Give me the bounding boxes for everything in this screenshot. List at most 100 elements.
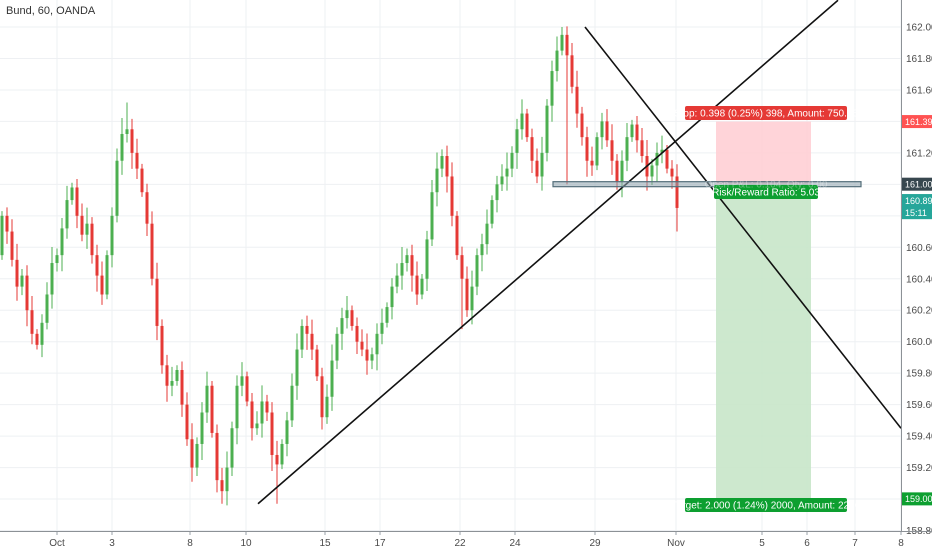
candle-body bbox=[15, 259, 19, 287]
candle bbox=[210, 381, 214, 438]
candle bbox=[570, 43, 574, 94]
candle-body bbox=[110, 215, 114, 256]
candle-body bbox=[355, 325, 359, 342]
candle bbox=[135, 138, 139, 179]
candle bbox=[435, 152, 439, 207]
countdown-price-tag: 15:11 bbox=[902, 206, 932, 220]
candle-body bbox=[370, 354, 374, 361]
candle-body bbox=[475, 255, 479, 287]
candle-body bbox=[165, 365, 169, 386]
candle bbox=[90, 217, 94, 264]
short-position-tool[interactable] bbox=[716, 121, 811, 499]
candle bbox=[365, 333, 369, 375]
candle bbox=[440, 149, 444, 178]
trendlines[interactable] bbox=[257, 0, 902, 505]
entry-line-group[interactable] bbox=[552, 181, 862, 188]
candle-body bbox=[420, 278, 424, 295]
candle-body bbox=[155, 278, 159, 326]
position-labels: Stop: 0.398 (0.25%) 398, Amount: 750.06 T… bbox=[672, 106, 861, 512]
candle bbox=[260, 385, 264, 438]
candle-body bbox=[90, 223, 94, 256]
target-zone[interactable] bbox=[716, 184, 811, 499]
candle-body bbox=[75, 187, 79, 216]
candle-body bbox=[595, 137, 599, 166]
candle bbox=[600, 112, 604, 150]
x-tick-label: 3 bbox=[109, 538, 115, 549]
candle bbox=[30, 296, 34, 345]
candle-body bbox=[0, 215, 4, 256]
candle bbox=[170, 366, 174, 397]
candle-body bbox=[250, 401, 254, 429]
candle bbox=[150, 211, 154, 286]
target-label-text: Target: 2.000 (1.24%) 2000, Amount: 2256 bbox=[672, 501, 861, 512]
candle bbox=[35, 329, 39, 350]
candle-body bbox=[240, 376, 244, 386]
candle bbox=[140, 163, 144, 197]
candle-body bbox=[105, 255, 109, 295]
candle bbox=[650, 158, 654, 185]
candle-body bbox=[390, 286, 394, 308]
x-tick-label: 17 bbox=[374, 538, 386, 549]
candle-body bbox=[415, 275, 419, 295]
candle bbox=[75, 178, 79, 229]
candle bbox=[270, 402, 274, 472]
candle bbox=[315, 344, 319, 382]
candle-body bbox=[480, 244, 484, 256]
candle-body bbox=[575, 86, 579, 114]
time-axis[interactable]: Oct 3 8 10 15 17 22 24 29 Nov 5 6 7 8 bbox=[0, 531, 932, 549]
candle bbox=[240, 362, 244, 397]
y-tick-label: 160.400 bbox=[906, 274, 932, 285]
candle bbox=[480, 233, 484, 272]
candle-body bbox=[455, 215, 459, 256]
x-tick-label: Nov bbox=[667, 538, 685, 549]
candle-body bbox=[320, 376, 324, 418]
candle bbox=[15, 243, 19, 301]
candle-body bbox=[40, 322, 44, 345]
candle bbox=[400, 246, 404, 290]
candle bbox=[605, 109, 609, 147]
candle-body bbox=[190, 439, 194, 468]
candle-body bbox=[45, 294, 49, 323]
candle-body bbox=[195, 443, 199, 468]
candle bbox=[620, 150, 624, 198]
candle bbox=[425, 230, 429, 292]
candle bbox=[225, 451, 229, 506]
falling-trendline[interactable] bbox=[584, 26, 902, 429]
y-tick-label: 162.000 bbox=[906, 23, 932, 34]
candle bbox=[585, 126, 589, 177]
candle bbox=[60, 218, 64, 272]
candle-body bbox=[5, 215, 9, 232]
rising-trendline[interactable] bbox=[257, 0, 839, 505]
candle bbox=[120, 117, 124, 175]
candle bbox=[285, 411, 289, 457]
candle-body bbox=[640, 140, 644, 157]
candle bbox=[485, 209, 489, 255]
candle-body bbox=[100, 275, 104, 295]
candle-body bbox=[460, 255, 464, 279]
candle-body bbox=[315, 349, 319, 377]
candle bbox=[65, 185, 69, 239]
candle bbox=[180, 361, 184, 417]
candle bbox=[470, 270, 474, 325]
candle bbox=[85, 207, 89, 249]
price-axis[interactable]: 158.800159.200159.400159.600159.800160.0… bbox=[901, 0, 932, 537]
candle-body bbox=[65, 200, 69, 229]
candle bbox=[360, 329, 364, 357]
candle bbox=[10, 219, 14, 267]
entry-line[interactable] bbox=[552, 181, 862, 188]
candle-body bbox=[55, 255, 59, 264]
candle-body bbox=[385, 307, 389, 323]
candle bbox=[385, 302, 389, 328]
candle-body bbox=[395, 275, 399, 287]
last-price-tag-text: 160.897 bbox=[905, 196, 932, 206]
candle bbox=[245, 371, 249, 407]
stop-price-tag-bg bbox=[902, 115, 932, 129]
candle-body bbox=[85, 223, 89, 235]
stop-zone[interactable] bbox=[716, 121, 811, 185]
candle-body bbox=[665, 149, 669, 169]
x-tick-label: 6 bbox=[804, 538, 810, 549]
candle-body bbox=[525, 113, 529, 138]
candle-body bbox=[470, 286, 474, 311]
candle-body bbox=[630, 124, 634, 138]
